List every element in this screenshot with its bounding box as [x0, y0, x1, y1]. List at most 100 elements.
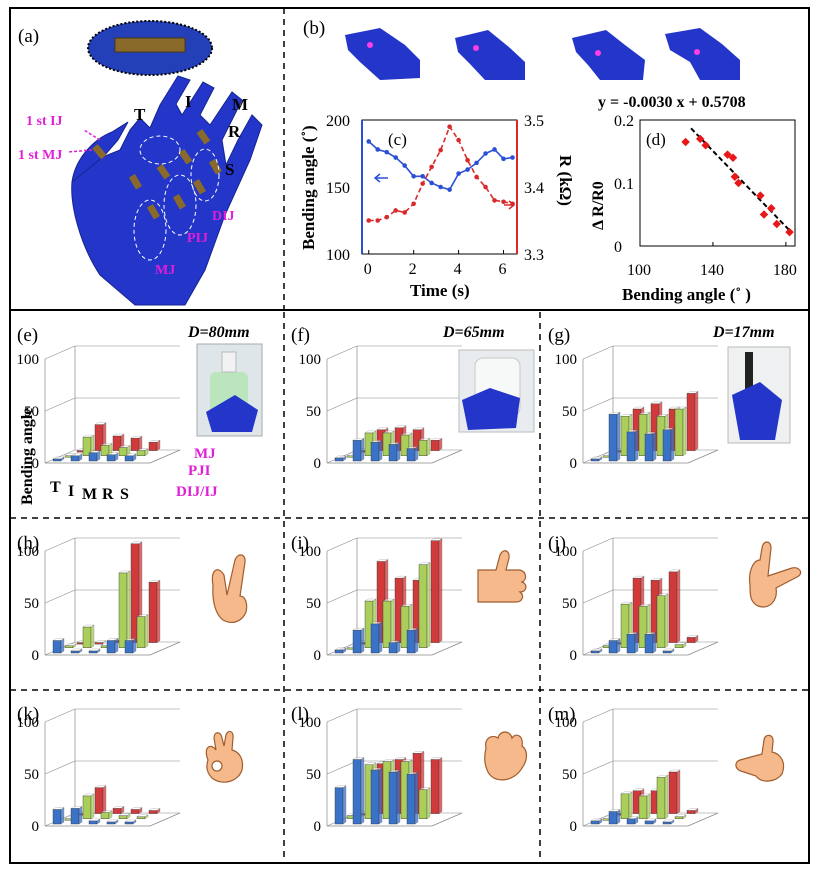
plot-c-ytick-right: 3.5	[524, 113, 544, 130]
bar-k-mj-3	[130, 807, 143, 814]
bar-f-dij-ij-3	[388, 442, 401, 462]
bar-panel-g: 0 50 100	[555, 345, 719, 472]
bar-j-pji-4	[674, 642, 687, 649]
bar-g-dij-ij-0	[590, 456, 603, 462]
bar-gridline	[582, 397, 614, 412]
finger-label-m: M	[232, 95, 248, 114]
hand-render-3	[572, 30, 645, 80]
bar-gridline	[582, 449, 614, 464]
bar-l-dij-ij-3	[388, 769, 401, 825]
bar-j-dij-ij-0	[590, 648, 603, 654]
sensor-strip	[114, 37, 186, 53]
bar-ytick: 100	[555, 544, 578, 560]
plot-c-xtick: 6	[499, 261, 507, 278]
plot-d-point	[701, 140, 710, 150]
plot-c-point-left	[438, 184, 443, 190]
plot-c-xtick: 4	[454, 261, 462, 278]
bar-axis	[687, 812, 719, 827]
bar-gridline	[326, 345, 358, 360]
bar-panel-l: 0 50 100	[299, 708, 463, 835]
finger-tick-i: I	[68, 483, 74, 500]
gesture-ok-icon	[205, 730, 244, 783]
bar-m-pji-2	[638, 793, 651, 820]
bar-k-dij-ij-1	[70, 806, 83, 825]
hand-render-4	[665, 28, 740, 80]
bar-axis	[687, 641, 719, 656]
title-e: D=80mm	[187, 324, 250, 341]
bar-ytick: 50	[562, 767, 577, 783]
plot-c-point-right	[402, 210, 407, 215]
bar-m-dij-ij-3	[644, 818, 657, 825]
plot-c-point-right	[393, 208, 398, 213]
plot-d-ytick: 0.2	[614, 113, 634, 130]
bar-g-dij-ij-4	[662, 427, 675, 462]
bar-gridline	[326, 537, 358, 552]
joint-sensors	[92, 128, 222, 220]
bar-i-dij-ij-0	[334, 647, 347, 654]
plot-d-series	[681, 127, 794, 237]
bar-ytick: 100	[555, 715, 578, 731]
plot-c-point-left	[474, 160, 479, 166]
plot-c-ytick-right: 3.4	[524, 180, 544, 197]
title-f: D=65mm	[442, 324, 505, 341]
bar-m-pji-3	[656, 774, 669, 820]
bar-ytick: 0	[32, 819, 40, 835]
hand-render-1	[345, 28, 420, 80]
bar-ytick: 50	[24, 404, 39, 420]
plot-c-point-left	[375, 147, 381, 152]
plot-c-point-right	[456, 137, 461, 143]
bar-ytick: 50	[24, 596, 39, 612]
gesture-point-icon	[735, 734, 785, 782]
label-e: (e)	[17, 325, 38, 346]
plot-c-point-right	[384, 214, 390, 220]
bar-l-dij-ij-2	[370, 767, 383, 825]
plot-c-point-left	[384, 149, 390, 155]
bar-e-dij-ij-4	[124, 453, 137, 462]
bar-ytick: 50	[562, 404, 577, 420]
bar-i-mj-4	[430, 538, 443, 643]
label-j: (j)	[548, 533, 566, 554]
bar-j-pji-3	[656, 593, 669, 649]
bar-m-dij-ij-4	[662, 819, 675, 825]
bar-gridline	[326, 760, 358, 775]
bar-ytick: 0	[314, 819, 322, 835]
bar-ytick: 0	[570, 648, 578, 664]
joint-outlines	[133, 135, 220, 261]
bar-panel-j: 0 50 100	[555, 537, 719, 664]
bar-gridline	[582, 760, 614, 775]
finger-tick-s: S	[120, 486, 129, 503]
bar-j-dij-ij-2	[626, 631, 639, 654]
bar-f-dij-ij-1	[352, 437, 365, 462]
bar-k-dij-ij-4	[124, 819, 137, 825]
bar-panel-e: 0 50 100	[17, 345, 181, 472]
bar-j-mj-4	[686, 635, 699, 643]
bar-m-mj-3	[668, 769, 681, 814]
bar-ytick: 100	[299, 352, 322, 368]
bar-axis	[431, 641, 463, 656]
bar-f-dij-ij-0	[334, 455, 347, 462]
label-b: (b)	[303, 18, 325, 39]
plot-c-point-left	[501, 156, 506, 162]
plot-c-point-right	[429, 164, 434, 170]
bar-k-dij-ij-0	[52, 807, 65, 825]
bar-g-dij-ij-1	[608, 411, 621, 462]
bar-ytick: 100	[17, 715, 40, 731]
plot-c-point-left	[366, 139, 372, 144]
bar-l-dij-ij-1	[352, 757, 365, 825]
bar-panel-m: 0 50 100	[555, 708, 719, 835]
plot-c-point-right	[366, 218, 372, 223]
bar-i-dij-ij-4	[406, 627, 419, 654]
bar-h-dij-ij-2	[88, 648, 101, 654]
gesture-victory-icon	[211, 554, 248, 623]
bar-e-mj-3	[130, 435, 143, 451]
plot-c-point-left	[447, 187, 452, 192]
bar-k-pji-3	[118, 813, 131, 820]
bar-h-pji-4	[136, 614, 149, 649]
finger-label-s: S	[225, 160, 234, 179]
bar-e-dij-ij-0	[52, 456, 65, 462]
bar-f-dij-ij-4	[406, 446, 419, 462]
bar-k-dij-ij-3	[106, 819, 119, 825]
plot-d-point	[785, 227, 794, 237]
bar-ytick: 0	[314, 648, 322, 664]
bar-e-pji-4	[136, 448, 149, 457]
